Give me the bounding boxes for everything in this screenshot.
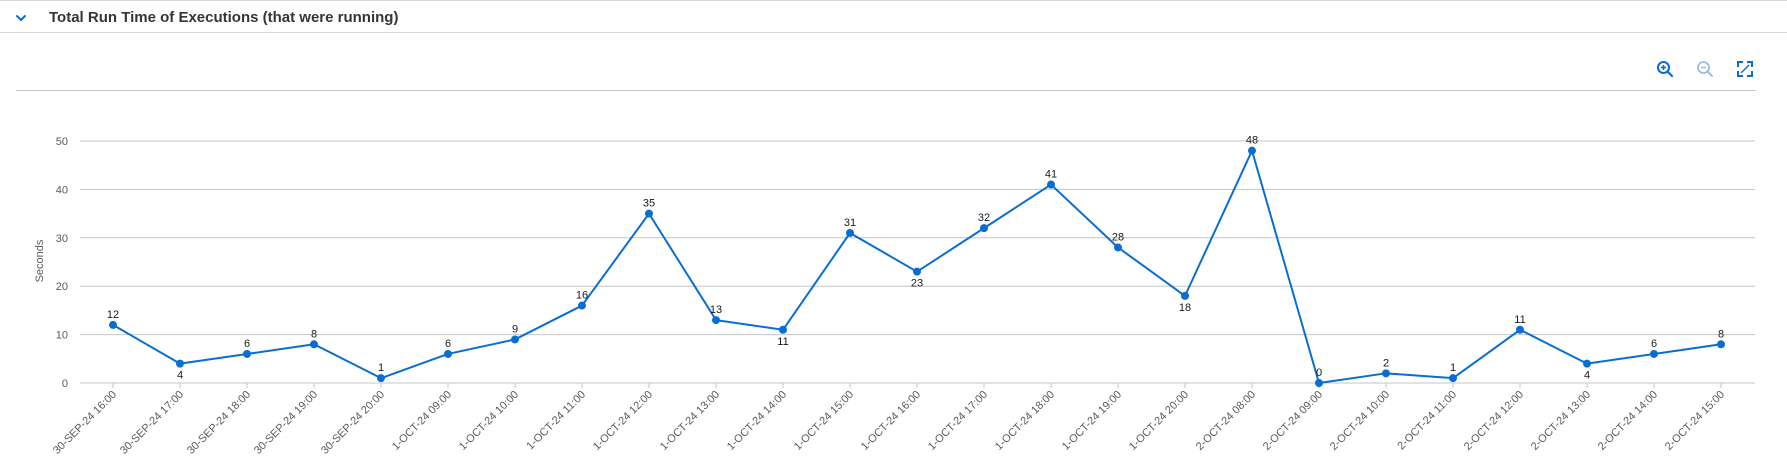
x-tick-label: 2-OCT-24 08:00 <box>1194 389 1258 453</box>
x-tick-label: 30-SEP-24 16:00 <box>51 389 119 457</box>
data-label: 4 <box>177 370 183 382</box>
data-point[interactable] <box>109 320 117 329</box>
data-point[interactable] <box>913 267 921 276</box>
data-point[interactable] <box>1717 340 1725 349</box>
data-point[interactable] <box>1583 359 1591 368</box>
x-tick-label: 2-OCT-24 12:00 <box>1462 389 1526 453</box>
x-tick-label: 1-OCT-24 10:00 <box>457 389 521 453</box>
data-label: 6 <box>445 338 451 350</box>
data-point[interactable] <box>1315 379 1323 387</box>
data-point[interactable] <box>712 316 720 325</box>
data-points <box>109 146 1725 387</box>
data-label: 32 <box>978 212 990 224</box>
data-point[interactable] <box>779 325 787 334</box>
data-point[interactable] <box>1516 325 1524 334</box>
x-tick-label: 1-OCT-24 13:00 <box>658 389 722 453</box>
x-tick-label: 30-SEP-24 20:00 <box>319 389 387 457</box>
data-label: 35 <box>643 198 655 210</box>
x-tick-label: 1-OCT-24 20:00 <box>1127 389 1191 453</box>
x-tick-label: 30-SEP-24 19:00 <box>252 389 320 457</box>
x-tick-label: 2-OCT-24 14:00 <box>1596 389 1660 453</box>
data-point[interactable] <box>310 340 318 349</box>
data-point[interactable] <box>444 349 452 358</box>
y-tick-label: 40 <box>56 184 68 196</box>
y-axis-title: Seconds <box>34 239 46 282</box>
data-point[interactable] <box>1449 374 1457 383</box>
x-tick-label: 2-OCT-24 09:00 <box>1261 389 1325 453</box>
x-tick-label: 1-OCT-24 09:00 <box>390 389 454 453</box>
data-label: 1 <box>1450 362 1456 374</box>
data-label: 4 <box>1584 370 1590 382</box>
data-point[interactable] <box>1248 146 1256 155</box>
x-tick-label: 1-OCT-24 16:00 <box>859 389 923 453</box>
data-point[interactable] <box>1650 349 1658 358</box>
data-label: 13 <box>710 304 722 316</box>
x-tick-label: 1-OCT-24 17:00 <box>926 389 990 453</box>
data-label: 2 <box>1383 357 1389 369</box>
data-point[interactable] <box>511 335 519 344</box>
data-label: 16 <box>576 290 588 302</box>
y-tick-label: 30 <box>56 233 68 245</box>
data-label: 11 <box>777 336 788 348</box>
data-point[interactable] <box>846 228 854 237</box>
x-tick-label: 2-OCT-24 10:00 <box>1328 389 1392 453</box>
data-label: 6 <box>244 338 250 350</box>
toolbar-divider <box>16 90 1756 91</box>
panel-header: Total Run Time of Executions (that were … <box>0 0 1787 33</box>
panel-title: Total Run Time of Executions (that were … <box>49 9 399 26</box>
x-tick-label: 1-OCT-24 11:00 <box>524 389 588 453</box>
data-label: 9 <box>512 323 518 335</box>
x-tick-label: 1-OCT-24 15:00 <box>792 389 856 453</box>
data-point[interactable] <box>1382 369 1390 378</box>
chevron-down-icon[interactable] <box>10 7 32 29</box>
data-label: 48 <box>1246 135 1258 147</box>
data-point[interactable] <box>1181 291 1189 300</box>
zoom-out-icon[interactable] <box>1694 58 1716 80</box>
y-tick-label: 0 <box>62 378 68 390</box>
data-label: 6 <box>1651 338 1657 350</box>
series-line-group <box>112 149 1722 384</box>
data-label: 11 <box>1514 314 1525 326</box>
data-label: 8 <box>311 328 317 340</box>
data-label: 8 <box>1718 328 1724 340</box>
x-tick-label: 2-OCT-24 13:00 <box>1529 389 1593 453</box>
y-tick-label: 10 <box>56 330 68 342</box>
data-label: 12 <box>107 309 119 321</box>
y-tick-label: 50 <box>56 136 68 148</box>
fullscreen-icon[interactable] <box>1734 58 1756 80</box>
x-tick-label: 30-SEP-24 18:00 <box>185 389 253 457</box>
data-label: 18 <box>1179 302 1191 314</box>
data-point[interactable] <box>1047 180 1055 189</box>
data-point[interactable] <box>377 374 385 383</box>
x-tick-label: 2-OCT-24 15:00 <box>1663 389 1727 453</box>
series-line <box>112 149 1722 384</box>
y-tick-label: 20 <box>56 281 68 293</box>
data-point[interactable] <box>176 359 184 368</box>
x-tick-label: 1-OCT-24 18:00 <box>993 389 1057 453</box>
data-point[interactable] <box>980 224 988 233</box>
x-tick-label: 30-SEP-24 17:00 <box>118 389 186 457</box>
data-point[interactable] <box>578 301 586 310</box>
y-axis-ticks: 0 10 20 30 40 50 <box>56 136 68 390</box>
x-tick-label: 1-OCT-24 14:00 <box>725 389 789 453</box>
data-label: 28 <box>1112 231 1124 243</box>
data-label: 31 <box>844 217 856 229</box>
data-point[interactable] <box>243 349 251 358</box>
data-label: 41 <box>1045 169 1057 181</box>
chart-grid <box>80 140 1755 384</box>
zoom-in-icon[interactable] <box>1654 58 1676 80</box>
data-label: 0 <box>1316 367 1322 379</box>
x-tick-label: 1-OCT-24 12:00 <box>591 389 655 453</box>
data-point[interactable] <box>645 209 653 218</box>
data-label: 1 <box>378 362 384 374</box>
x-tick-label: 1-OCT-24 19:00 <box>1060 389 1124 453</box>
data-point[interactable] <box>1114 243 1122 252</box>
data-label: 23 <box>911 278 923 290</box>
x-tick-label: 2-OCT-24 11:00 <box>1395 389 1459 453</box>
